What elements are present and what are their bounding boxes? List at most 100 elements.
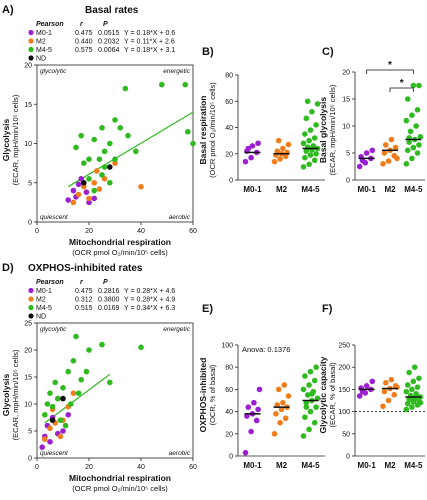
panel-e-point-2-5 xyxy=(313,404,319,410)
panel-e-point-1-10 xyxy=(281,382,288,388)
panel-f-ytick-label-5: 250 xyxy=(338,343,350,350)
panel-f-point-2-3 xyxy=(404,400,411,407)
panel-a: A) Basal rates Pearson r P M0-1 0.475 0.05… xyxy=(1,4,197,257)
panel-a-point-1-9 xyxy=(94,168,100,174)
panel-d-quadrant-aerobic: aerobic xyxy=(169,450,191,457)
panel-d-fit-line xyxy=(44,373,111,424)
panel-d-legend-p-0: 0.2816 xyxy=(98,288,120,295)
panel-a-point-1-8 xyxy=(138,183,144,190)
panel-f-point-2-0 xyxy=(403,406,410,413)
panel-c-sig-star-1: * xyxy=(400,78,404,89)
panel-e-point-1-8 xyxy=(285,393,292,399)
panel-f-category-label-0: M0-1 xyxy=(358,461,377,470)
panel-b-point-0-5 xyxy=(255,140,261,147)
panel-a-legend-r-0: 0.475 xyxy=(75,30,93,37)
panel-b-point-1-0 xyxy=(271,158,278,165)
panel-c-plot: 0 5 10 15 20 M0-1 M2 M4-5 * * xyxy=(342,60,425,194)
panel-d-legend-eq-2: Y = 0.34*X + 6.3 xyxy=(124,305,175,312)
panel-c-category-label-0: M0-1 xyxy=(358,185,377,194)
panel-f-label: F) xyxy=(322,303,333,315)
panel-e-label: E) xyxy=(202,303,213,315)
panel-c-ytick-label-3: 15 xyxy=(342,97,350,104)
panel-e-point-0-6 xyxy=(245,404,252,410)
panel-d-xtick-label-2: 40 xyxy=(137,464,145,471)
panel-d-point-2-17 xyxy=(107,379,113,386)
panel-a-legend-marker-0 xyxy=(28,29,34,36)
panel-e-category-label-0: M0-1 xyxy=(243,461,262,470)
panel-b-point-2-17 xyxy=(303,115,310,122)
panel-a-point-1-1 xyxy=(75,191,82,198)
panel-d-legend-eq-0: Y = 0.28*X + 4.6 xyxy=(124,288,175,295)
panel-e-ytick-label-5: 100 xyxy=(221,343,233,350)
panel-d-point-2-9 xyxy=(68,401,74,407)
panel-a-quadrant-energetic: energetic xyxy=(163,68,190,75)
panel-f-point-2-19 xyxy=(417,399,424,406)
panel-a-point-2-8 xyxy=(99,172,105,178)
panel-f-point-1-1 xyxy=(385,397,392,404)
panel-e-point-1-1 xyxy=(277,419,283,426)
panel-c-point-1-7 xyxy=(388,136,395,143)
panel-a-point-2-15 xyxy=(125,132,131,139)
panel-c-point-2-5 xyxy=(416,142,422,148)
panel-f-point-2-1 xyxy=(409,404,415,410)
panel-a-point-2-19 xyxy=(185,128,191,135)
panel-d-point-0-3 xyxy=(47,439,53,445)
panel-b-point-1-6 xyxy=(274,148,281,154)
panel-a-point-1-2 xyxy=(81,183,87,190)
panel-d-point-1-1 xyxy=(47,425,53,432)
panel-c-point-0-4 xyxy=(363,150,370,156)
panel-b-point-1-9 xyxy=(275,137,282,144)
panel-a-legend-header-r: r xyxy=(80,21,84,28)
panel-d-title: OXPHOS-inhibited rates xyxy=(28,263,143,274)
panel-a-point-2-9 xyxy=(101,148,108,155)
panel-e-ytick-label-1: 20 xyxy=(225,431,233,438)
panel-e-point-2-0 xyxy=(300,433,307,439)
panel-a-legend-p-1: 0.2032 xyxy=(98,39,120,46)
panel-a-point-2-12 xyxy=(112,117,118,123)
panel-c-point-2-10 xyxy=(413,123,419,129)
panel-f: F) 0 50 100 150 200 250 M0-1 M2 M4-5 Glycolytic … xyxy=(318,303,425,470)
panel-f-ytick-label-3: 150 xyxy=(338,387,350,394)
panel-e-point-1-7 xyxy=(280,399,286,406)
panel-c-point-0-0 xyxy=(356,163,363,170)
panel-a-point-2-16 xyxy=(133,148,139,155)
panel-a-quadrant-glycolytic: glycolytic xyxy=(40,68,67,75)
panel-b-point-2-4 xyxy=(307,152,314,158)
panel-c-point-2-8 xyxy=(417,134,424,140)
panel-a-point-3-0 xyxy=(81,179,87,186)
panel-b-ytick-label-3: 60 xyxy=(225,99,233,106)
panel-e-ytick-label-4: 80 xyxy=(225,365,233,372)
panel-d-quadrant-quiescent: quiescent xyxy=(40,450,69,457)
panel-b-category-label-1: M2 xyxy=(276,185,288,194)
panel-e-ylabel: OXPHOS-inhibited xyxy=(198,358,208,433)
panel-a-point-2-2 xyxy=(81,160,87,166)
panel-e-point-2-11 xyxy=(300,386,307,393)
panel-a-point-0-3 xyxy=(75,181,82,188)
panel-e-point-2-17 xyxy=(303,404,310,410)
panel-a-point-0-6 xyxy=(86,199,92,206)
panel-b-point-2-0 xyxy=(300,164,307,170)
panel-b-label: B) xyxy=(202,46,214,58)
panel-d-legend-marker-3 xyxy=(28,313,34,319)
panel-e-point-2-12 xyxy=(306,382,312,388)
panel-b-ytick-label-4: 80 xyxy=(225,73,233,80)
panel-c-point-2-12 xyxy=(409,112,415,118)
panel-c-sig-star-0: * xyxy=(388,60,392,71)
panel-e-point-2-14 xyxy=(302,373,308,379)
panel-b-point-0-6 xyxy=(245,145,252,152)
panel-b-ylabel-units: (OCR pmol O₂/min/10⁵ cells) xyxy=(208,82,217,178)
panel-b-point-1-1 xyxy=(277,156,283,162)
panel-b-point-2-12 xyxy=(306,137,312,144)
panel-f-ytick-label-1: 50 xyxy=(342,431,350,438)
panel-a-point-2-14 xyxy=(117,125,123,131)
panel-f-plot: 0 50 100 150 200 250 M0-1 M2 M4-5 xyxy=(338,343,425,470)
panel-c-ylabel: Basal glycolysis xyxy=(318,97,328,163)
panel-e-point-2-6 xyxy=(303,399,310,406)
panel-a-xlabel-units: (OCR pmol O₂/min/10⁵ cells) xyxy=(72,248,168,257)
panel-a-legend-name-0: M0-1 xyxy=(36,30,52,37)
panel-c-point-2-14 xyxy=(404,96,411,102)
panel-b-point-2-3 xyxy=(302,154,308,161)
panel-d-point-2-11 xyxy=(73,333,79,340)
panel-f-point-2-16 xyxy=(416,375,422,382)
panel-f-point-0-4 xyxy=(363,383,370,389)
